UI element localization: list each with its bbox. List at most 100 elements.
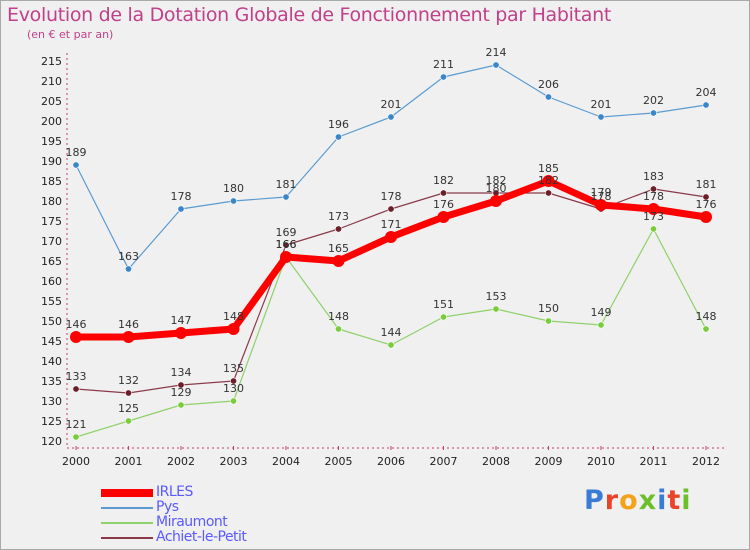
- data-label-miraumont: 121: [66, 418, 87, 431]
- data-point-irles: [490, 195, 502, 207]
- series-pys: [72, 61, 710, 273]
- y-tick-label: 125: [41, 415, 62, 428]
- data-label-irles: 179: [591, 186, 612, 199]
- data-label-achiet-le-petit: 178: [381, 190, 402, 203]
- logo-letter: i: [681, 485, 692, 516]
- x-tick-label: 2006: [377, 455, 405, 468]
- data-point-pys: [282, 193, 290, 201]
- y-tick-label: 215: [41, 55, 62, 68]
- y-tick-label: 175: [41, 215, 62, 228]
- data-point-irles: [595, 199, 607, 211]
- data-point-achiet-le-petit: [282, 241, 290, 249]
- chart-subtitle: (en € et par an): [27, 28, 114, 41]
- y-tick-label: 170: [41, 235, 62, 248]
- proxiti-logo: Proxiti: [584, 485, 692, 516]
- data-label-achiet-le-petit: 173: [328, 210, 349, 223]
- data-label-achiet-le-petit: 181: [696, 178, 717, 191]
- y-tick-label: 210: [41, 75, 62, 88]
- y-tick-label: 205: [41, 95, 62, 108]
- y-tick-label: 180: [41, 195, 62, 208]
- data-label-irles: 176: [696, 198, 717, 211]
- data-point-achiet-le-petit: [387, 205, 395, 213]
- data-label-achiet-le-petit: 182: [538, 174, 559, 187]
- data-point-pys: [649, 109, 657, 117]
- data-point-irles: [437, 211, 450, 223]
- data-point-pys: [439, 73, 447, 81]
- logo-letter: i: [657, 485, 668, 516]
- data-label-achiet-le-petit: 132: [118, 374, 139, 387]
- data-point-irles: [280, 251, 292, 263]
- data-point-achiet-le-petit: [72, 385, 80, 393]
- y-tick-label: 200: [41, 115, 62, 128]
- legend-label: Achiet-le-Petit: [156, 529, 247, 545]
- data-point-pys: [544, 93, 552, 101]
- data-point-miraumont: [230, 397, 238, 405]
- data-point-achiet-le-petit: [230, 377, 238, 385]
- data-label-irles: 180: [486, 182, 507, 195]
- data-labels-layer: 189 163 178 180 181 196 201 211 214 206 201 202 204 1…: [66, 46, 717, 431]
- data-point-irles: [332, 255, 345, 267]
- y-tick-label: 195: [41, 135, 62, 148]
- y-tick-label: 190: [41, 155, 62, 168]
- legend-swatch: [101, 489, 153, 497]
- data-point-pys: [387, 113, 395, 121]
- legend-swatch: [101, 522, 153, 524]
- data-point-pys: [72, 161, 80, 169]
- data-label-miraumont: 173: [643, 210, 664, 223]
- legend-swatch: [101, 507, 153, 509]
- data-label-irles: 176: [433, 198, 454, 211]
- data-label-miraumont: 129: [171, 386, 192, 399]
- x-tick-label: 2001: [115, 455, 143, 468]
- logo-letter: x: [638, 485, 658, 516]
- data-label-pys: 189: [66, 146, 87, 159]
- data-point-pys: [702, 101, 710, 109]
- data-point-pys: [125, 265, 133, 273]
- x-tick-label: 2010: [587, 455, 615, 468]
- data-label-miraumont: 148: [696, 310, 717, 323]
- data-label-irles: 148: [223, 310, 244, 323]
- y-tick-label: 150: [41, 315, 62, 328]
- y-tick-label: 120: [41, 435, 62, 448]
- data-label-achiet-le-petit: 178: [591, 190, 612, 203]
- data-point-miraumont: [125, 417, 133, 425]
- x-tick-label: 2009: [535, 455, 563, 468]
- data-point-achiet-le-petit: [177, 381, 185, 389]
- x-tick-label: 2000: [62, 455, 90, 468]
- data-label-miraumont: 151: [433, 298, 454, 311]
- x-tick-label: 2002: [167, 455, 195, 468]
- x-tick-label: 2011: [640, 455, 668, 468]
- y-tick-label: 145: [41, 335, 62, 348]
- y-tick-label: 140: [41, 355, 62, 368]
- data-point-irles: [122, 331, 135, 343]
- data-label-irles: 146: [118, 318, 139, 331]
- data-point-irles: [700, 211, 712, 223]
- data-label-pys: 180: [223, 182, 244, 195]
- x-tick-label: 2012: [692, 455, 720, 468]
- data-point-achiet-le-petit: [544, 189, 552, 197]
- data-label-irles: 171: [381, 218, 402, 231]
- data-label-miraumont: 144: [381, 326, 402, 339]
- data-label-achiet-le-petit: 135: [223, 362, 244, 375]
- data-label-achiet-le-petit: 182: [433, 174, 454, 187]
- series-irles: [70, 175, 712, 343]
- data-label-achiet-le-petit: 169: [276, 226, 297, 239]
- logo-letter: t: [667, 485, 682, 516]
- data-point-pys: [334, 133, 342, 141]
- x-tick-label: 2003: [220, 455, 248, 468]
- series-miraumont: [72, 225, 710, 441]
- legend-label: Pys: [156, 499, 179, 515]
- data-label-pys: 202: [643, 94, 664, 107]
- data-point-irles: [175, 327, 187, 339]
- x-tick-label: 2008: [482, 455, 510, 468]
- data-label-pys: 181: [276, 178, 297, 191]
- data-label-miraumont: 150: [538, 302, 559, 315]
- chart-title: Evolution de la Dotation Globale de Fonc…: [7, 4, 612, 26]
- data-label-pys: 206: [538, 78, 559, 91]
- y-tick-label: 160: [41, 275, 62, 288]
- data-label-pys: 214: [486, 46, 507, 59]
- data-point-irles: [227, 323, 240, 335]
- data-label-pys: 204: [696, 86, 717, 99]
- data-label-pys: 163: [118, 250, 139, 263]
- data-point-irles: [70, 331, 82, 343]
